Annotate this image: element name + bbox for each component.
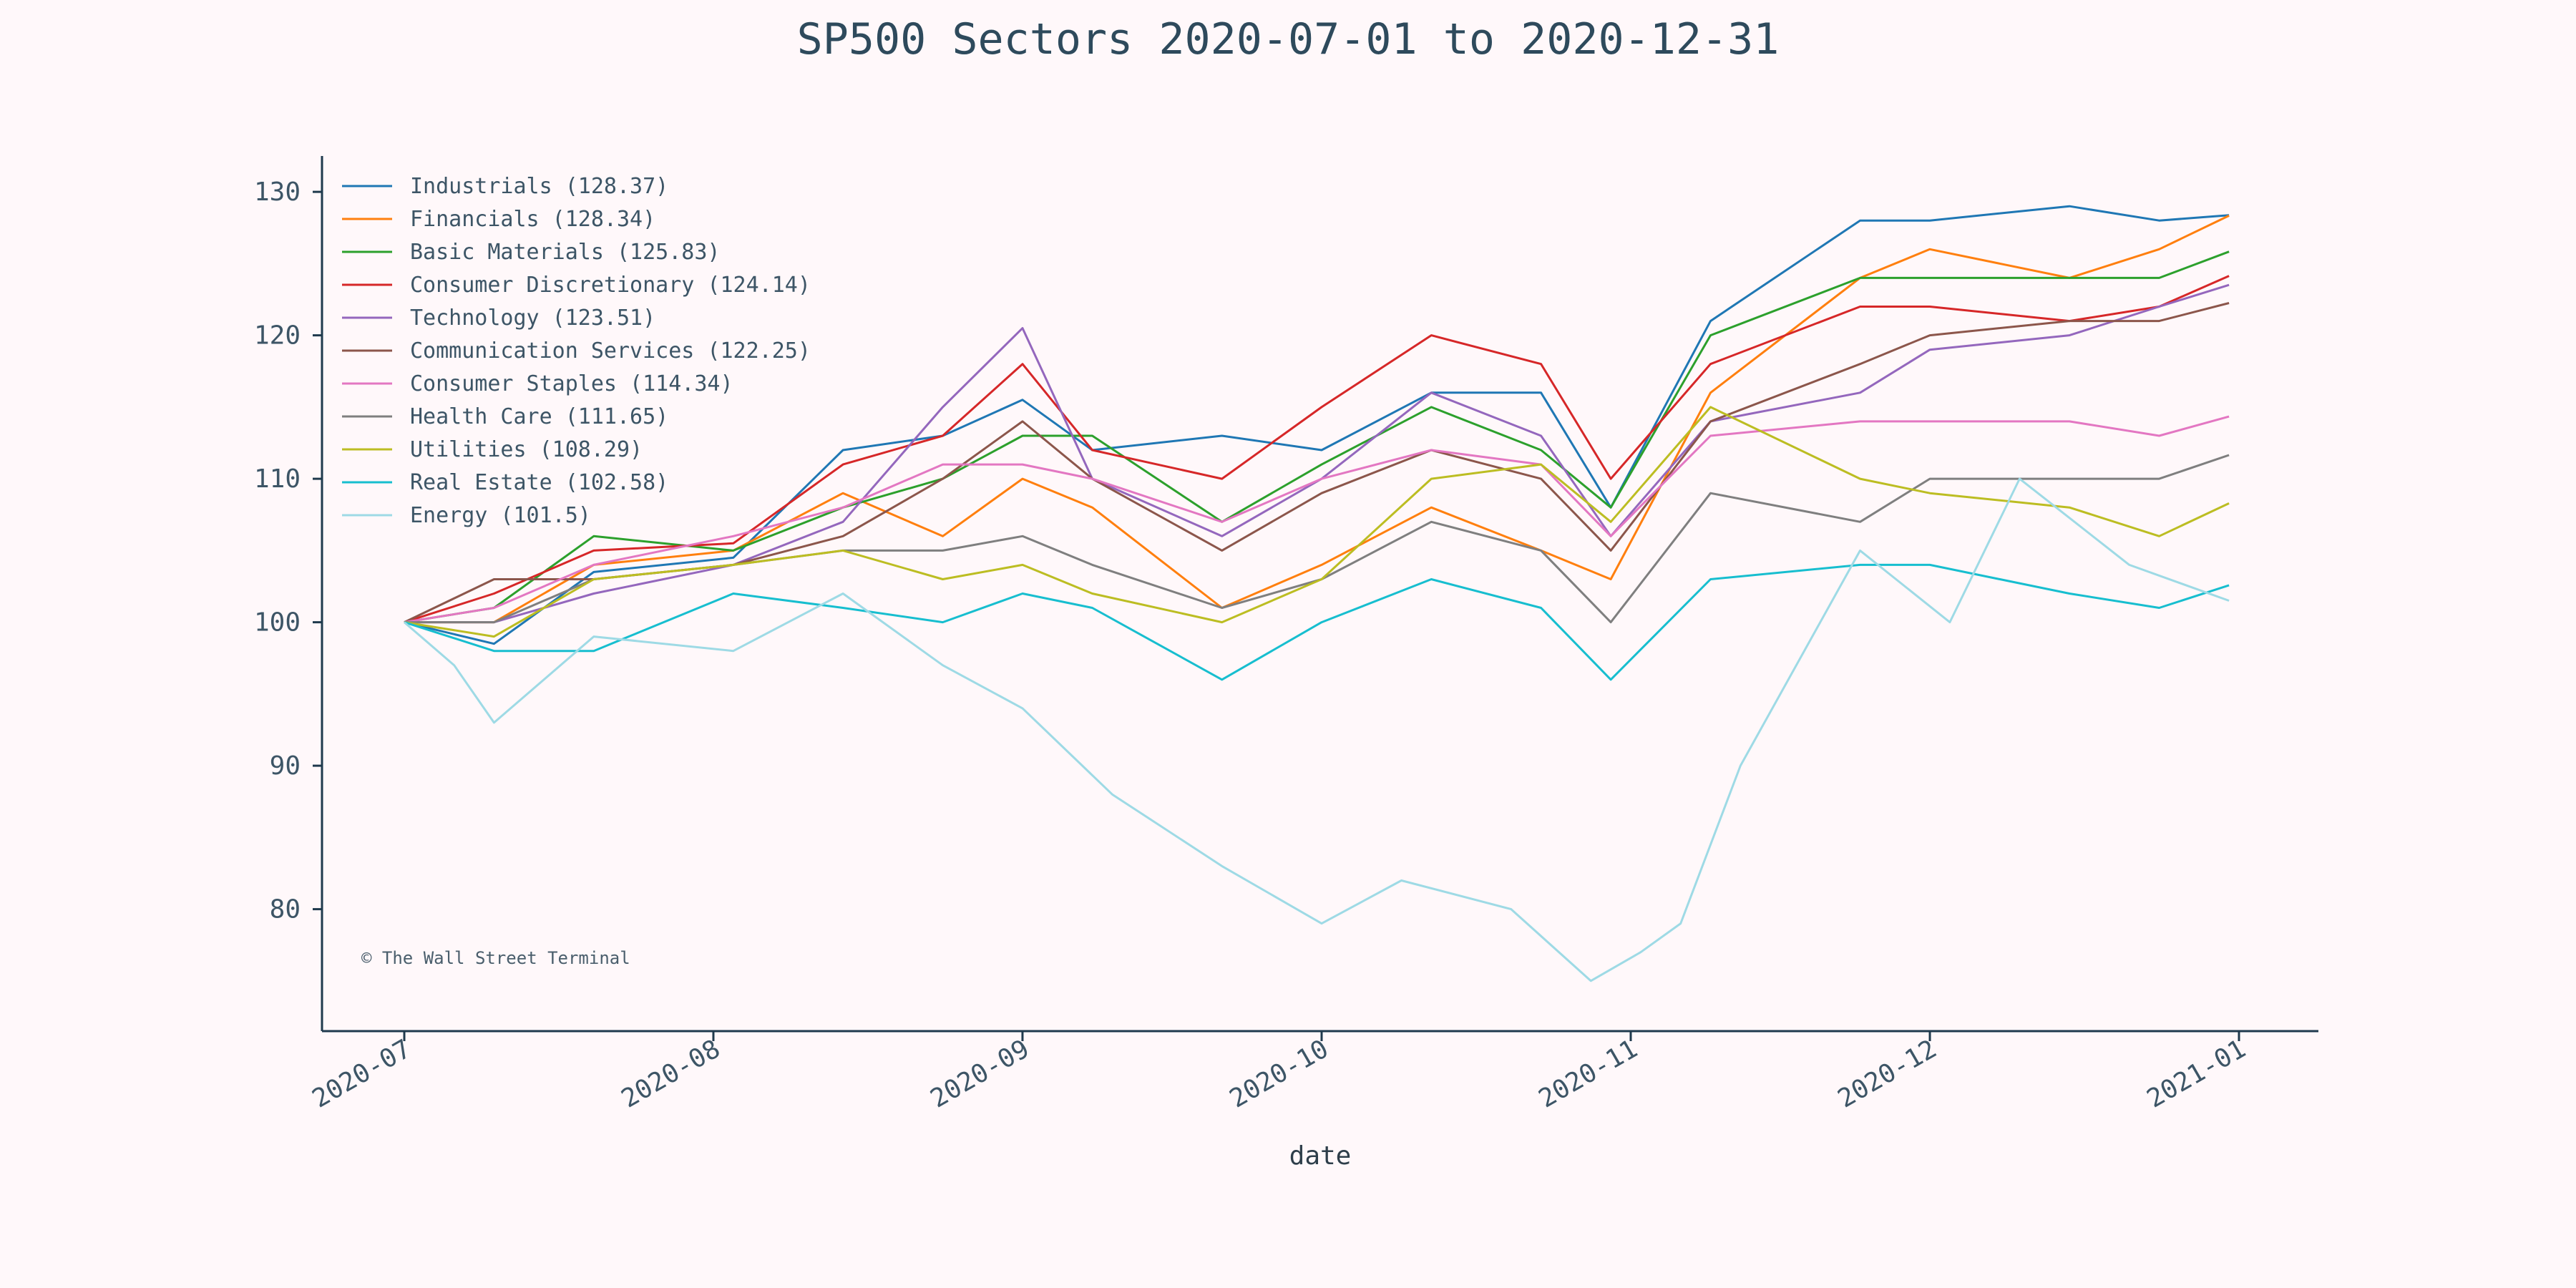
legend-label-3: Consumer Discretionary (124.14) bbox=[410, 273, 811, 298]
y-tick-label: 110 bbox=[254, 464, 301, 494]
series-line-9 bbox=[404, 563, 2230, 681]
legend: Industrials (128.37) Financials (128.34) B… bbox=[342, 174, 811, 528]
series-line-8 bbox=[404, 406, 2230, 638]
series-line-3 bbox=[404, 275, 2230, 624]
legend-label-5: Communication Services (122.25) bbox=[410, 338, 811, 364]
y-tick-label: 130 bbox=[254, 177, 301, 207]
series-line-2 bbox=[404, 250, 2230, 624]
legend-label-2: Basic Materials (125.83) bbox=[410, 240, 720, 265]
y-tick-label: 100 bbox=[254, 608, 301, 638]
legend-label-1: Financials (128.34) bbox=[410, 207, 655, 232]
legend-label-8: Utilities (108.29) bbox=[410, 437, 643, 462]
legend-label-4: Technology (123.51) bbox=[410, 306, 655, 331]
y-tick-label: 80 bbox=[270, 895, 301, 924]
series-line-10 bbox=[404, 477, 2230, 982]
x-axis-label: date bbox=[1289, 1141, 1352, 1171]
y-tick-label: 120 bbox=[254, 321, 301, 351]
series-lines bbox=[404, 205, 2230, 982]
legend-label-10: Energy (101.5) bbox=[410, 503, 591, 528]
legend-label-6: Consumer Staples (114.34) bbox=[410, 371, 733, 396]
watermark: © The Wall Street Terminal bbox=[361, 948, 630, 968]
legend-label-0: Industrials (128.37) bbox=[410, 174, 668, 199]
chart-title: SP500 Sectors 2020-07-01 to 2020-12-31 bbox=[797, 14, 1780, 64]
y-tick-label: 90 bbox=[270, 751, 301, 781]
series-line-0 bbox=[404, 205, 2230, 645]
legend-label-9: Real Estate (102.58) bbox=[410, 470, 668, 495]
series-line-6 bbox=[404, 415, 2230, 624]
legend-label-7: Health Care (111.65) bbox=[410, 404, 668, 429]
y-axis-ticks: 80 90 100 110 120 130 bbox=[254, 177, 322, 924]
